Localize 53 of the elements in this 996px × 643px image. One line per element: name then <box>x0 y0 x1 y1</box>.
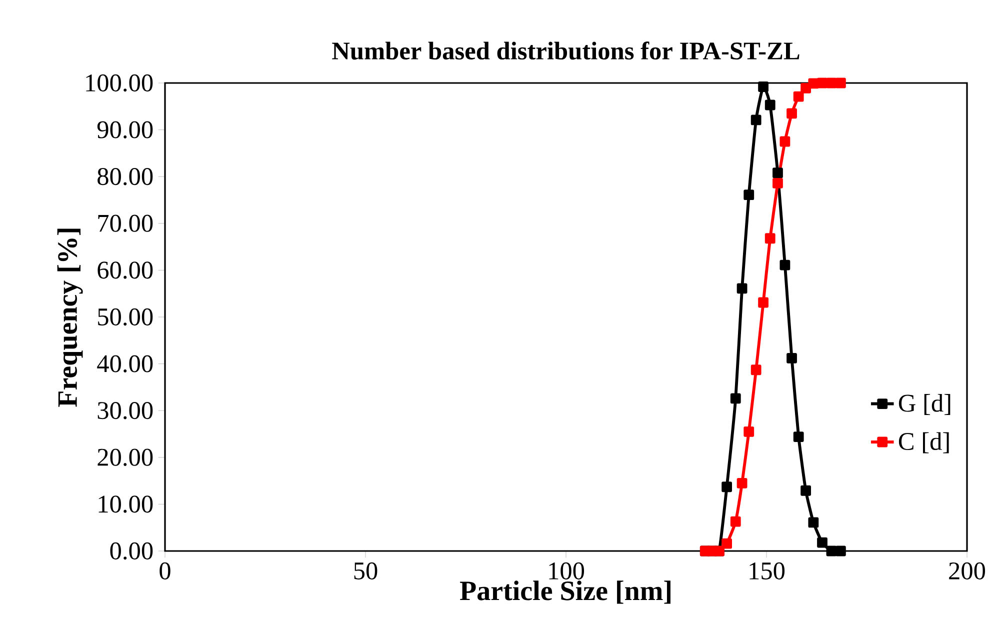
y-tick-label: 70.00 <box>98 214 153 232</box>
y-tick-label: 10.00 <box>98 496 153 513</box>
point <box>730 516 741 527</box>
point <box>764 100 776 110</box>
point <box>736 478 748 488</box>
y-tick-label: 40.00 <box>97 355 153 372</box>
point <box>758 82 768 92</box>
point <box>800 485 812 496</box>
point <box>786 352 797 364</box>
point <box>772 178 783 188</box>
point <box>750 364 762 376</box>
point <box>835 78 846 88</box>
y-tick-label: 20.00 <box>98 448 153 466</box>
point <box>817 537 828 548</box>
point <box>786 108 797 119</box>
point <box>793 91 804 102</box>
point <box>758 297 768 308</box>
point <box>736 283 748 294</box>
point <box>780 136 790 147</box>
y-tick-label: 60.00 <box>98 262 153 279</box>
legend-label: G [d] <box>898 394 950 415</box>
point <box>730 393 741 404</box>
point <box>826 546 837 556</box>
point <box>808 517 819 528</box>
x-tick-label: 0 <box>160 562 170 580</box>
y-tick-label: 90.00 <box>97 121 153 138</box>
point <box>793 432 804 442</box>
y-tick-label: 0.00 <box>110 542 153 560</box>
y-axis-title: Frequency [%] <box>57 228 83 407</box>
y-tick-label: 30.00 <box>98 402 153 420</box>
x-tick-label: 100 <box>549 562 584 580</box>
x-tick-label: 200 <box>949 562 986 580</box>
point <box>744 426 754 437</box>
point <box>750 114 762 126</box>
point <box>722 538 732 549</box>
chart-title: Number based distributions for IPA-ST-ZL <box>332 41 800 60</box>
point <box>817 78 828 88</box>
point <box>800 82 812 94</box>
x-axis-title: Particle Size [nm] <box>460 580 670 604</box>
point <box>780 260 790 270</box>
y-tick-label: 100.00 <box>86 74 153 92</box>
point <box>835 546 846 556</box>
point <box>808 78 819 89</box>
y-tick-label: 80.00 <box>98 168 153 186</box>
point <box>722 482 732 492</box>
legend-label: C [d] <box>898 432 949 454</box>
point <box>826 78 837 88</box>
point <box>764 233 776 244</box>
point <box>744 190 754 200</box>
y-tick-label: 50.00 <box>98 308 153 326</box>
point <box>772 168 783 178</box>
x-tick-label: 150 <box>750 562 785 580</box>
x-tick-label: 50 <box>354 562 378 580</box>
